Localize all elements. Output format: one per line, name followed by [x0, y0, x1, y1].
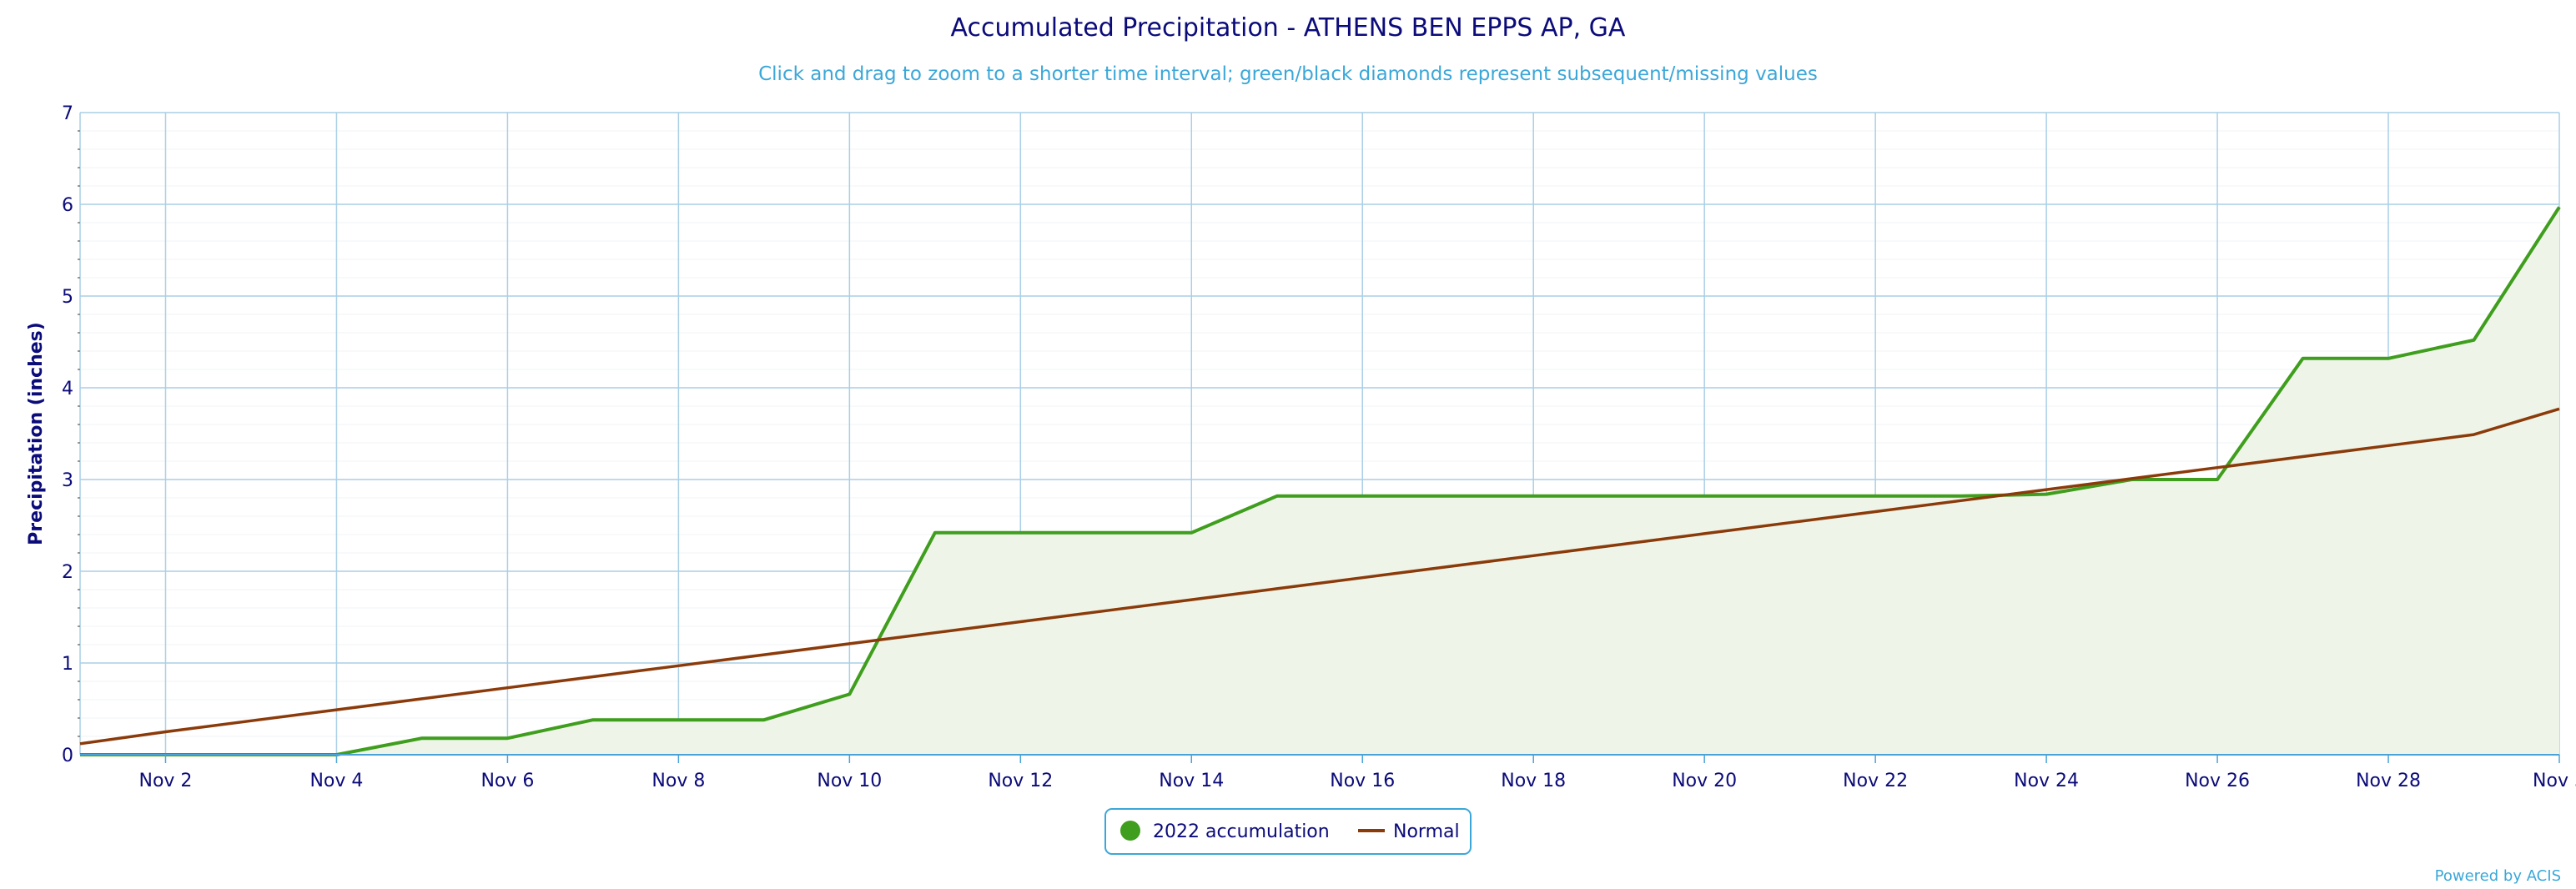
- series-lines: [79, 206, 2561, 756]
- x-tick-label: Nov 3: [2533, 771, 2576, 791]
- y-tick-labels: 0 1 2 3 4 5 6 7: [62, 103, 73, 766]
- legend-marker-accumulation: [1120, 821, 1140, 841]
- y-tick-label: 3: [62, 470, 73, 491]
- y-tick-label: 6: [62, 195, 73, 216]
- chart-subtitle: Click and drag to zoom to a shorter time…: [758, 63, 1818, 85]
- x-tick-label: Nov 8: [652, 771, 705, 791]
- x-tick-label: Nov 4: [309, 771, 363, 791]
- chart-title: Accumulated Precipitation - ATHENS BEN E…: [951, 13, 1626, 43]
- accumulation-area: [80, 207, 2559, 756]
- x-tick-label: Nov 10: [817, 771, 882, 791]
- axes: [78, 130, 2560, 763]
- legend-label-accumulation: 2022 accumulation: [1153, 821, 1330, 842]
- y-tick-label: 4: [62, 379, 73, 399]
- x-tick-label: Nov 6: [480, 771, 534, 791]
- y-tick-label: 2: [62, 562, 73, 583]
- x-tick-label: Nov 24: [2014, 771, 2079, 791]
- x-tick-label: Nov 12: [988, 771, 1053, 791]
- x-tick-label: Nov 18: [1501, 771, 1566, 791]
- legend-label-normal: Normal: [1393, 821, 1460, 842]
- y-tick-label: 0: [62, 746, 73, 766]
- x-tick-label: Nov 22: [1843, 771, 1908, 791]
- y-axis-label: Precipitation (inches): [26, 322, 47, 545]
- accumulation-fill: [80, 207, 2559, 756]
- x-tick-labels: Nov 2 Nov 4 Nov 6 Nov 8 Nov 10 Nov 12 Nov 14 No…: [139, 771, 2576, 791]
- legend-box: [1104, 808, 1472, 855]
- normal-line[interactable]: [79, 407, 2560, 746]
- legend-item-normal[interactable]: Normal: [1358, 821, 1460, 842]
- y-tick-label: 7: [62, 103, 73, 124]
- y-tick-label: 1: [62, 654, 73, 675]
- x-tick-label: Nov 26: [2185, 771, 2250, 791]
- x-tick-label: Nov 14: [1159, 771, 1224, 791]
- legend[interactable]: 2022 accumulation Normal: [1104, 808, 1472, 855]
- x-tick-label: Nov 28: [2356, 771, 2421, 791]
- x-tick-label: Nov 20: [1672, 771, 1737, 791]
- y-tick-label: 5: [62, 287, 73, 308]
- legend-item-accumulation[interactable]: 2022 accumulation: [1120, 821, 1330, 842]
- x-tick-label: Nov 16: [1330, 771, 1395, 791]
- powered-by-credit[interactable]: Powered by ACIS: [2435, 867, 2561, 885]
- x-tick-label: Nov 2: [139, 771, 193, 791]
- accumulation-line[interactable]: [80, 206, 2561, 756]
